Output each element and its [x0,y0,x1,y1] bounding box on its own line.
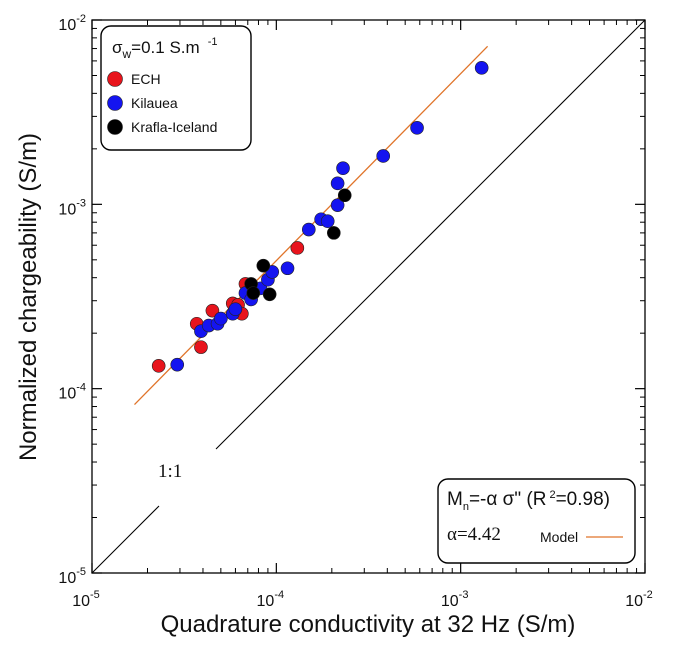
y-tick-label: 10-2 [58,13,86,34]
reference-line-segment [215,19,646,450]
reference-line-label: 1:1 [158,461,182,482]
y-tick-exp: -4 [76,382,86,394]
point-kilauea [474,61,489,75]
point-ech [290,241,305,255]
x-tick-exp: -4 [274,589,284,601]
x-tick-label: 10-3 [441,589,469,610]
point-kilauea [330,176,345,191]
fit-box-frame [437,478,636,564]
y-tick-base: 10 [58,17,76,34]
point-kilauea [280,261,295,276]
legend-box [100,25,252,151]
point-kilauea [330,198,345,212]
legend-label-ech: ECH [131,71,161,87]
legend-label-krafla-iceland: Krafla-Iceland [131,119,217,135]
legend-label-kilauea: Kilauea [131,95,178,111]
legend-header-value: =0.1 S.m [131,38,200,57]
point-krafla-iceland [246,286,261,300]
fit-eq: =-α σ" (R [469,489,546,510]
legend-header-sigma: σ [112,38,123,57]
y-tick-labels: 10-510-410-310-2 [58,13,86,587]
axis-ticks [91,19,646,574]
point-krafla-iceland [337,188,352,203]
point-kilauea [320,214,335,229]
fit-alpha: α=4.42 [447,524,501,545]
y-tick-exp: -5 [76,566,86,578]
plot-frame [91,19,646,574]
point-kilauea [301,222,316,237]
y-axis-title: Normalized chargeability (S/m) [15,133,42,461]
x-tick-labels: 10-5 10-4 10-3 10-2 [72,589,653,610]
y-tick-exp: -2 [76,13,86,25]
legend-header: σw=0.1 S.m -1 [112,36,217,61]
x-tick-base: 10 [625,593,643,610]
fit-model-label: Model [540,529,578,545]
x-tick-label: 10-2 [625,589,653,610]
point-ech [205,303,220,318]
y-tick-label: 10-3 [58,197,86,218]
x-tick-base: 10 [441,593,459,610]
x-tick-exp: -2 [643,589,653,601]
y-tick-base: 10 [58,201,76,218]
point-krafla-iceland [326,226,341,240]
point-krafla-iceland [262,287,277,302]
point-ech [194,340,208,354]
fit-m: M [447,489,463,510]
point-kilauea [336,161,350,176]
x-tick-base: 10 [257,593,275,610]
y-tick-base: 10 [58,570,76,587]
point-kilauea [376,149,391,163]
point-kilauea [214,311,228,326]
legend-marker-kilauea [107,95,123,111]
point-kilauea [170,357,185,372]
point-kilauea [410,121,424,135]
y-tick-exp: -3 [76,197,86,209]
legend-header-exp: -1 [208,36,218,48]
x-tick-base: 10 [72,593,90,610]
fit-r-exp: 2 [549,489,555,501]
y-tick-base: 10 [58,386,76,403]
x-tick-exp: -5 [90,589,100,601]
x-tick-label: 10-4 [257,589,285,610]
point-ech [151,359,166,373]
x-tick-exp: -3 [459,589,469,601]
y-tick-label: 10-5 [58,566,86,587]
reference-line-1-1 [91,19,646,574]
point-krafla-iceland [256,258,271,273]
legend-marker-krafla-iceland [107,119,123,135]
fit-equation: Mn=-α σ" (R 2=0.98) [447,489,610,513]
fit-r-val: =0.98) [556,489,610,510]
legend: σw=0.1 S.m -1 ECH Kilauea Krafla-Iceland [100,25,252,151]
x-tick-label: 10-5 [72,589,100,610]
data-points [151,61,489,373]
point-kilauea [228,302,243,316]
legend-header-sub: w [122,47,132,61]
legend-marker-ech [107,71,123,87]
fit-box: Mn=-α σ" (R 2=0.98) α=4.42 Model [437,478,636,564]
fit-m-sub: n [463,501,469,513]
y-tick-label: 10-4 [58,382,86,403]
x-axis-title: Quadrature conductivity at 32 Hz (S/m) [161,611,576,638]
legend-entries: ECH Kilauea Krafla-Iceland [107,71,217,135]
reference-line-segment [91,505,160,574]
